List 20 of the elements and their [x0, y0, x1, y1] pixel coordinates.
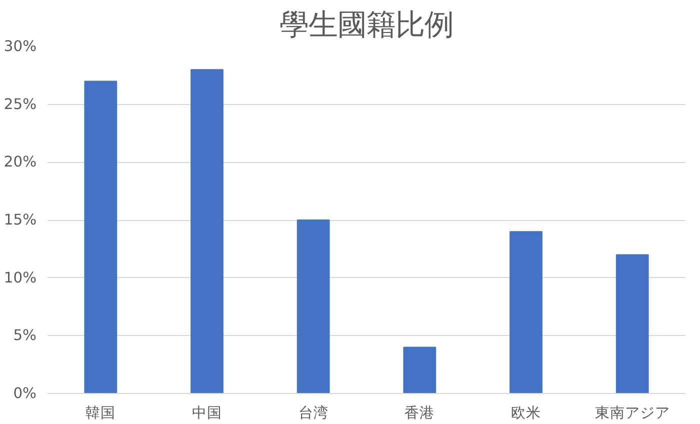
y-tick-label: 15% — [4, 212, 37, 228]
x-tick-label: 台湾 — [298, 404, 328, 422]
bar — [403, 346, 436, 394]
chart-title: 學生國籍比例 — [280, 8, 454, 42]
x-tick-label: 中国 — [192, 404, 222, 422]
x-tick-label: 香港 — [404, 404, 435, 422]
y-tick-label: 30% — [4, 38, 37, 55]
y-tick-label: 0% — [13, 385, 37, 402]
x-tick-label: 韓国 — [86, 404, 116, 422]
bar — [84, 80, 118, 394]
y-tick-label: 10% — [4, 269, 37, 286]
bar — [510, 231, 542, 394]
x-tick-label: 欧米 — [511, 404, 541, 422]
x-tick-label: 東南アジア — [594, 404, 670, 422]
bar — [190, 69, 224, 394]
y-tick-label: 25% — [4, 96, 37, 113]
bar — [616, 254, 649, 394]
y-tick-label: 5% — [13, 327, 37, 344]
bar — [296, 220, 330, 394]
y-tick-label: 20% — [4, 154, 37, 171]
